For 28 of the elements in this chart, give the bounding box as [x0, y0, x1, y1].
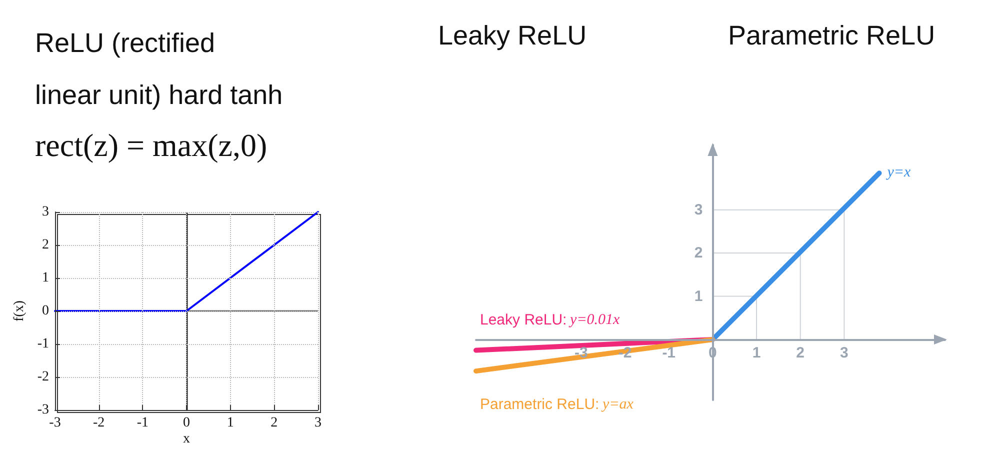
x-tick-label: -1 — [662, 344, 676, 362]
x-axis-title: x — [183, 432, 190, 446]
x-tick-label: 0 — [183, 416, 190, 430]
y-tick-label: 3 — [42, 204, 49, 220]
x-tick-label: 2 — [796, 344, 805, 362]
text: Parametric ReLU — [728, 20, 936, 50]
y-tick-label: 0 — [42, 304, 49, 318]
chart-title: ReLU (rectified linear unit) hard tanh — [35, 28, 283, 110]
y-tick-label: -3 — [37, 402, 49, 418]
x-tick-label: 3 — [840, 344, 848, 362]
x-tick-label: 2 — [270, 416, 278, 430]
series-label: Leaky ReLU: y=0.01x — [480, 311, 620, 328]
x-tick-label: 1 — [752, 344, 761, 362]
x-tick-label: 1 — [226, 416, 234, 430]
y-tick-label: 1 — [42, 270, 49, 286]
y-axis-title: f(x) — [12, 300, 27, 322]
x-tick-label: -2 — [92, 416, 105, 430]
series-label: y=x — [885, 164, 912, 181]
x-tick-label: -1 — [136, 416, 149, 430]
series-label: Parametric ReLU: y=ax — [480, 396, 634, 414]
y-tick-label: -2 — [37, 370, 49, 384]
text: Leaky ReLU — [438, 20, 587, 50]
y-tick-label: 3 — [694, 201, 703, 218]
y-tick-label: 2 — [694, 244, 703, 262]
x-tick-label: 3 — [314, 416, 322, 430]
y-tick-label: 2 — [42, 238, 49, 252]
y-tick-label: 1 — [694, 288, 703, 305]
chart-subtitle: rect(z) = max(z,0) — [35, 127, 268, 163]
